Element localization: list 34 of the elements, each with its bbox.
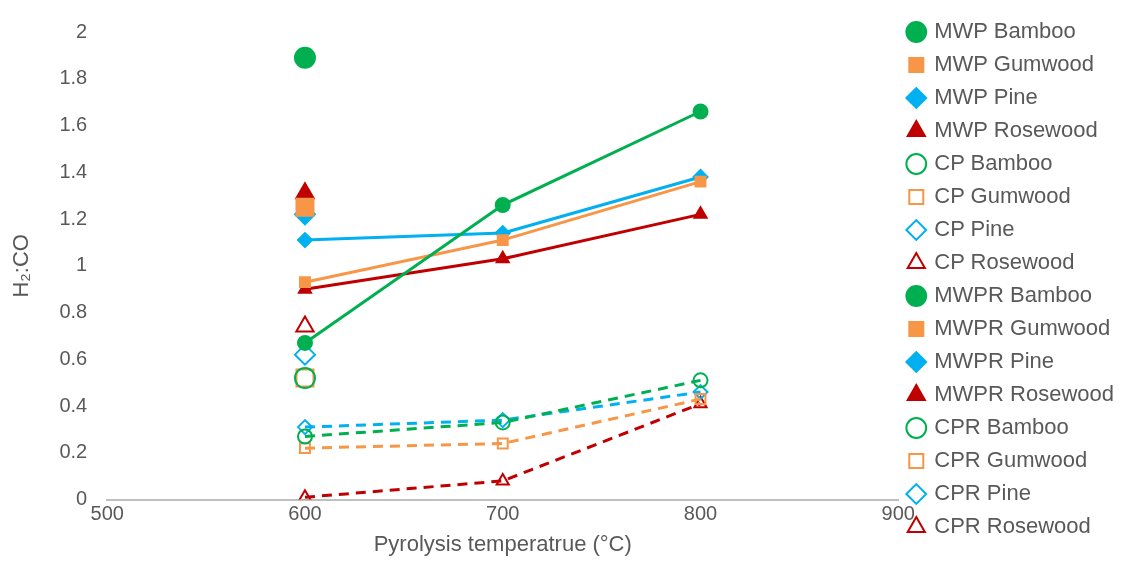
legend-label: CPR Pine: [934, 480, 1031, 506]
y-tick-label: 1.4: [59, 159, 88, 182]
x-tick-label: 500: [90, 502, 124, 525]
x-tick-label: 900: [881, 502, 915, 525]
x-tick-label: 800: [683, 502, 718, 525]
legend-label: CPR Gumwood: [934, 447, 1088, 473]
y-tick-label: 1.8: [59, 66, 88, 89]
y-tick-label: 0.4: [59, 393, 88, 416]
legend-label: MWP Gumwood: [934, 51, 1095, 77]
y-axis-title: H₂:CO: [8, 234, 34, 298]
legend-label: CP Pine: [934, 216, 1015, 242]
y-tick-label: 1.6: [59, 113, 88, 136]
x-tick-label: 600: [288, 502, 322, 525]
legend-label: MWP Bamboo: [934, 18, 1076, 44]
legend-label: CPR Rosewood: [934, 513, 1091, 539]
legend-label: MWPR Rosewood: [934, 381, 1114, 407]
y-tick-label: 0.8: [59, 300, 88, 323]
y-tick-label: 0.6: [59, 346, 88, 369]
y-tick-label: 0: [76, 487, 88, 510]
legend-label: MWPR Bamboo: [934, 282, 1092, 308]
y-tick-label: 2: [76, 19, 88, 42]
legend-label: CP Bamboo: [934, 150, 1053, 176]
legend-label: MWP Rosewood: [934, 117, 1098, 143]
legend-label: CP Gumwood: [934, 183, 1071, 209]
legend-label: CP Rosewood: [934, 249, 1075, 275]
y-tick-label: 0.2: [59, 440, 88, 463]
legend-label: MWP Pine: [934, 84, 1038, 110]
legend-label: MWPR Gumwood: [934, 315, 1111, 341]
x-axis-title: Pyrolysis temperatrue (°C): [373, 530, 632, 556]
y-tick-label: 1.2: [59, 206, 88, 229]
legend-label: CPR Bamboo: [934, 414, 1069, 440]
legend-label: MWPR Pine: [934, 348, 1055, 374]
y-tick-label: 1: [76, 253, 88, 276]
x-tick-label: 700: [486, 502, 520, 525]
